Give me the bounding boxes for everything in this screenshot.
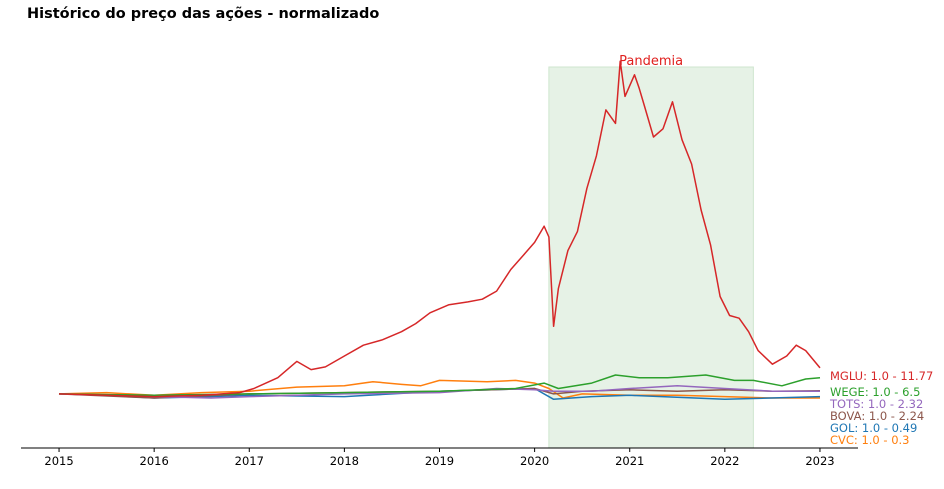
x-tick-label: 2017 bbox=[235, 454, 264, 468]
series-label-mglu: MGLU: 1.0 - 11.77 bbox=[830, 369, 933, 383]
pandemic-label: Pandemia bbox=[619, 54, 683, 69]
x-tick-label: 2015 bbox=[44, 454, 73, 468]
x-tick-label: 2020 bbox=[520, 454, 549, 468]
x-tick-label: 2016 bbox=[140, 454, 169, 468]
series-line-cvc bbox=[58, 379, 820, 399]
x-tick-label: 2023 bbox=[805, 454, 834, 468]
series-line-mglu bbox=[58, 60, 821, 398]
x-tick-label: 2021 bbox=[615, 454, 644, 468]
series-label-bova: BOVA: 1.0 - 2.24 bbox=[830, 409, 924, 423]
chart-title: Histórico do preço das ações - normaliza… bbox=[27, 6, 380, 22]
series-label-tots: TOTS: 1.0 - 2.32 bbox=[829, 397, 923, 411]
series-label-cvc: CVC: 1.0 - 0.3 bbox=[830, 433, 910, 447]
x-tick-label: 2019 bbox=[425, 454, 454, 468]
series-line-wege bbox=[58, 374, 821, 397]
series-label-gol: GOL: 1.0 - 0.49 bbox=[830, 421, 917, 435]
series-label-wege: WEGE: 1.0 - 6.5 bbox=[830, 385, 920, 399]
x-tick-label: 2018 bbox=[330, 454, 359, 468]
x-tick-label: 2022 bbox=[710, 454, 739, 468]
